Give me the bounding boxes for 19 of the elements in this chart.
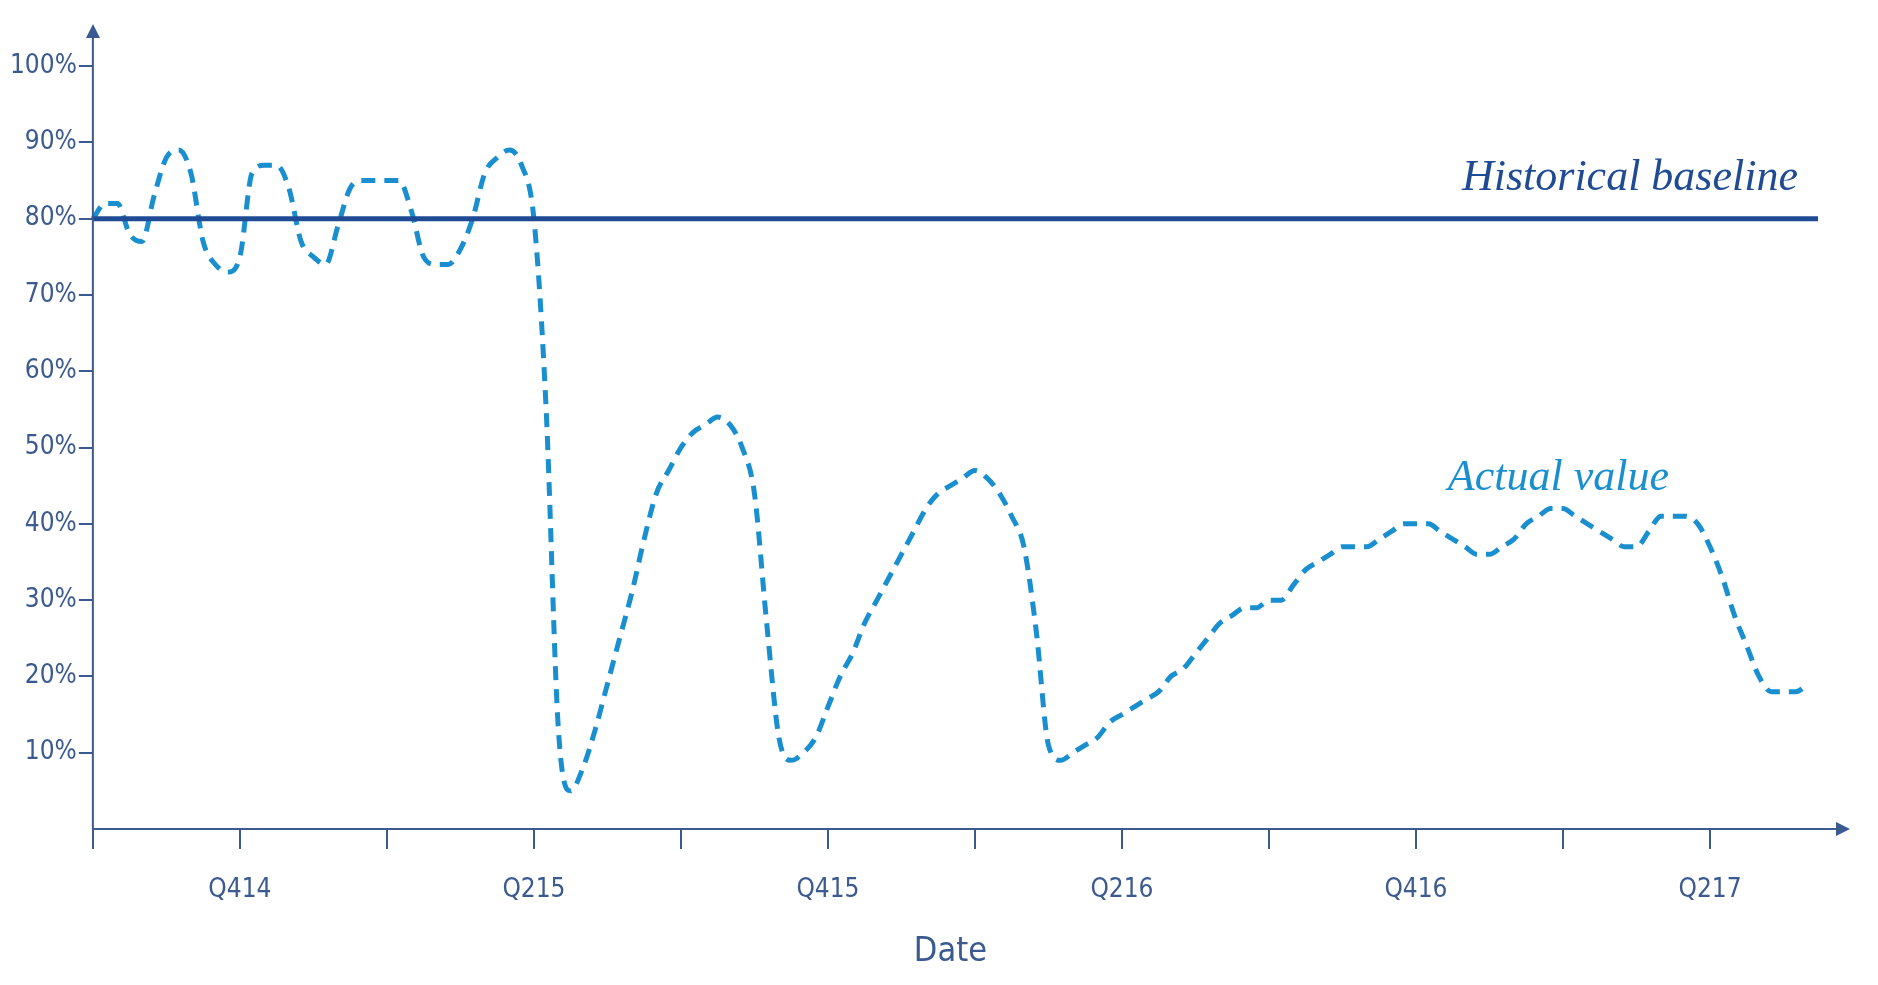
y-tick-label: 100% <box>9 48 77 79</box>
y-tick-label: 70% <box>24 277 77 308</box>
ref-line-label: Historical baseline <box>1460 151 1798 201</box>
x-axis-title: Date <box>913 929 987 970</box>
y-tick-label: 20% <box>24 659 77 690</box>
y-tick-label: 30% <box>24 582 77 613</box>
series-label: Actual value <box>1444 451 1669 501</box>
x-tick-label: Q414 <box>208 873 272 904</box>
y-tick-label: 80% <box>24 201 77 232</box>
y-tick-label: 10% <box>24 735 77 766</box>
x-tick-label: Q217 <box>1678 873 1742 904</box>
x-tick-label: Q416 <box>1384 873 1448 904</box>
x-tick-label: Q215 <box>502 873 566 904</box>
x-tick-label: Q216 <box>1090 873 1154 904</box>
y-tick-label: 90% <box>24 125 77 156</box>
y-tick-label: 50% <box>24 430 77 461</box>
y-tick-label: 60% <box>24 354 77 385</box>
y-tick-label: 40% <box>24 506 77 537</box>
x-tick-label: Q415 <box>796 873 860 904</box>
